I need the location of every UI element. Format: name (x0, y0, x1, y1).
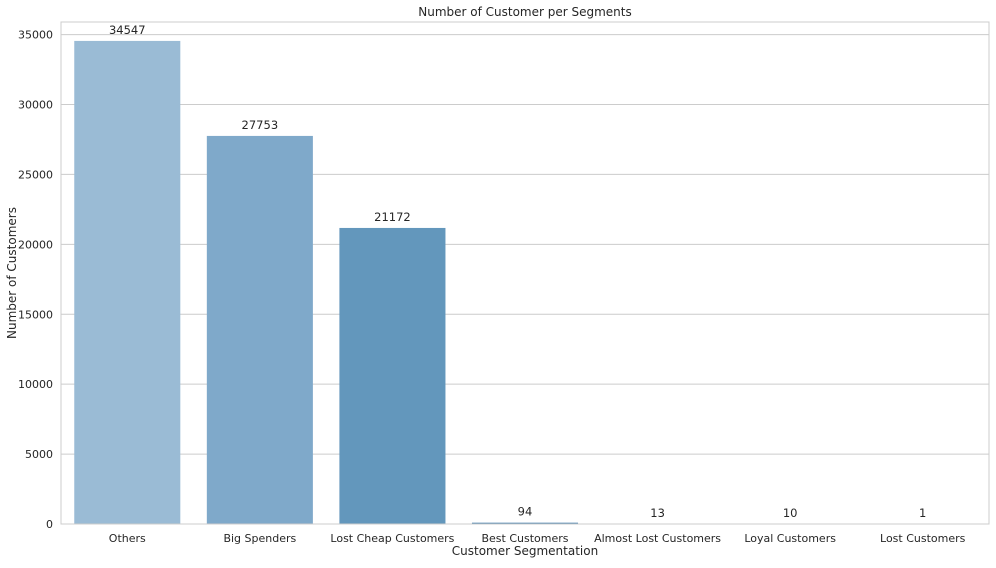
data-label: 94 (518, 505, 533, 519)
y-tick-labels: 0 5000 10000 15000 20000 25000 30000 35000 (18, 29, 53, 531)
data-label: 1 (919, 506, 926, 520)
x-tick-label: Loyal Customers (744, 532, 836, 545)
x-tick-label: Big Spenders (223, 532, 296, 545)
data-label: 10 (783, 506, 798, 520)
x-tick-label: Lost Customers (880, 532, 966, 545)
y-tick-label: 15000 (18, 308, 53, 321)
y-tick-label: 5000 (25, 448, 53, 461)
x-tick-label: Lost Cheap Customers (330, 532, 454, 545)
y-tick-label: 25000 (18, 168, 53, 181)
bar (339, 228, 445, 524)
x-tick-label: Others (109, 532, 146, 545)
data-label: 21172 (374, 210, 411, 224)
plot-background (61, 22, 989, 524)
y-tick-label: 20000 (18, 238, 53, 251)
y-tick-label: 30000 (18, 99, 53, 112)
x-axis-label: Customer Segmentation (452, 544, 598, 558)
data-label: 27753 (242, 118, 279, 132)
chart-title: Number of Customer per Segments (418, 5, 632, 19)
data-label: 34547 (109, 23, 146, 37)
data-label: 13 (650, 506, 665, 520)
x-tick-label: Almost Lost Customers (594, 532, 721, 545)
y-tick-label: 10000 (18, 378, 53, 391)
bar (74, 41, 180, 524)
bar (207, 136, 313, 524)
y-tick-label: 35000 (18, 29, 53, 42)
y-tick-label: 0 (46, 518, 53, 531)
y-axis-label: Number of Customers (5, 207, 19, 339)
